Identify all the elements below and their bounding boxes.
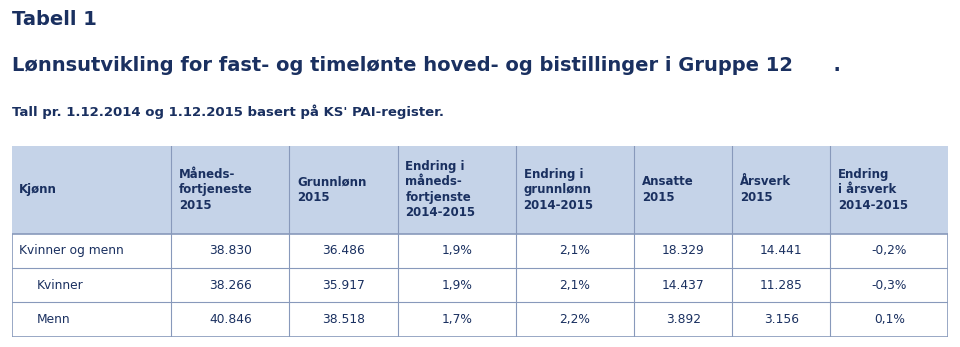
Text: 2,2%: 2,2%	[560, 313, 590, 326]
Text: Måneds-
fortjeneste
2015: Måneds- fortjeneste 2015	[179, 168, 252, 212]
Text: 36.486: 36.486	[323, 244, 365, 257]
Text: Årsverk
2015: Årsverk 2015	[740, 175, 791, 204]
Text: 40.846: 40.846	[209, 313, 252, 326]
Text: 18.329: 18.329	[661, 244, 705, 257]
Text: Tall pr. 1.12.2014 og 1.12.2015 basert på KS' PAI-register.: Tall pr. 1.12.2014 og 1.12.2015 basert p…	[12, 104, 444, 119]
Text: -0,2%: -0,2%	[872, 244, 907, 257]
Text: 1,9%: 1,9%	[442, 244, 472, 257]
Text: 14.441: 14.441	[760, 244, 803, 257]
Text: 14.437: 14.437	[661, 279, 705, 291]
Text: 11.285: 11.285	[759, 279, 803, 291]
Text: Kvinner og menn: Kvinner og menn	[19, 244, 124, 257]
Text: 38.518: 38.518	[322, 313, 365, 326]
Text: Endring
i årsverk
2014-2015: Endring i årsverk 2014-2015	[838, 168, 908, 212]
Text: Kjønn: Kjønn	[19, 183, 57, 196]
Text: 2,1%: 2,1%	[560, 279, 590, 291]
Text: Lønnsutvikling for fast- og timelønte hoved- og bistillinger i Gruppe 12      .: Lønnsutvikling for fast- og timelønte ho…	[12, 56, 840, 75]
Text: 38.830: 38.830	[209, 244, 252, 257]
Bar	[12, 146, 948, 234]
Text: Kvinner: Kvinner	[36, 279, 84, 291]
Text: 1,7%: 1,7%	[442, 313, 472, 326]
Text: 3.892: 3.892	[665, 313, 701, 326]
Text: Grunnlønn
2015: Grunnlønn 2015	[298, 175, 367, 204]
Text: 3.156: 3.156	[764, 313, 799, 326]
Text: 35.917: 35.917	[323, 279, 365, 291]
Text: Ansatte
2015: Ansatte 2015	[642, 175, 693, 204]
Text: Menn: Menn	[36, 313, 70, 326]
Text: 0,1%: 0,1%	[874, 313, 904, 326]
Text: Tabell 1: Tabell 1	[12, 10, 96, 29]
Text: Endring i
måneds-
fortjenste
2014-2015: Endring i måneds- fortjenste 2014-2015	[405, 160, 475, 219]
Text: 1,9%: 1,9%	[442, 279, 472, 291]
Text: 38.266: 38.266	[209, 279, 252, 291]
Text: -0,3%: -0,3%	[872, 279, 907, 291]
Text: Endring i
grunnlønn
2014-2015: Endring i grunnlønn 2014-2015	[523, 168, 593, 212]
Text: 2,1%: 2,1%	[560, 244, 590, 257]
